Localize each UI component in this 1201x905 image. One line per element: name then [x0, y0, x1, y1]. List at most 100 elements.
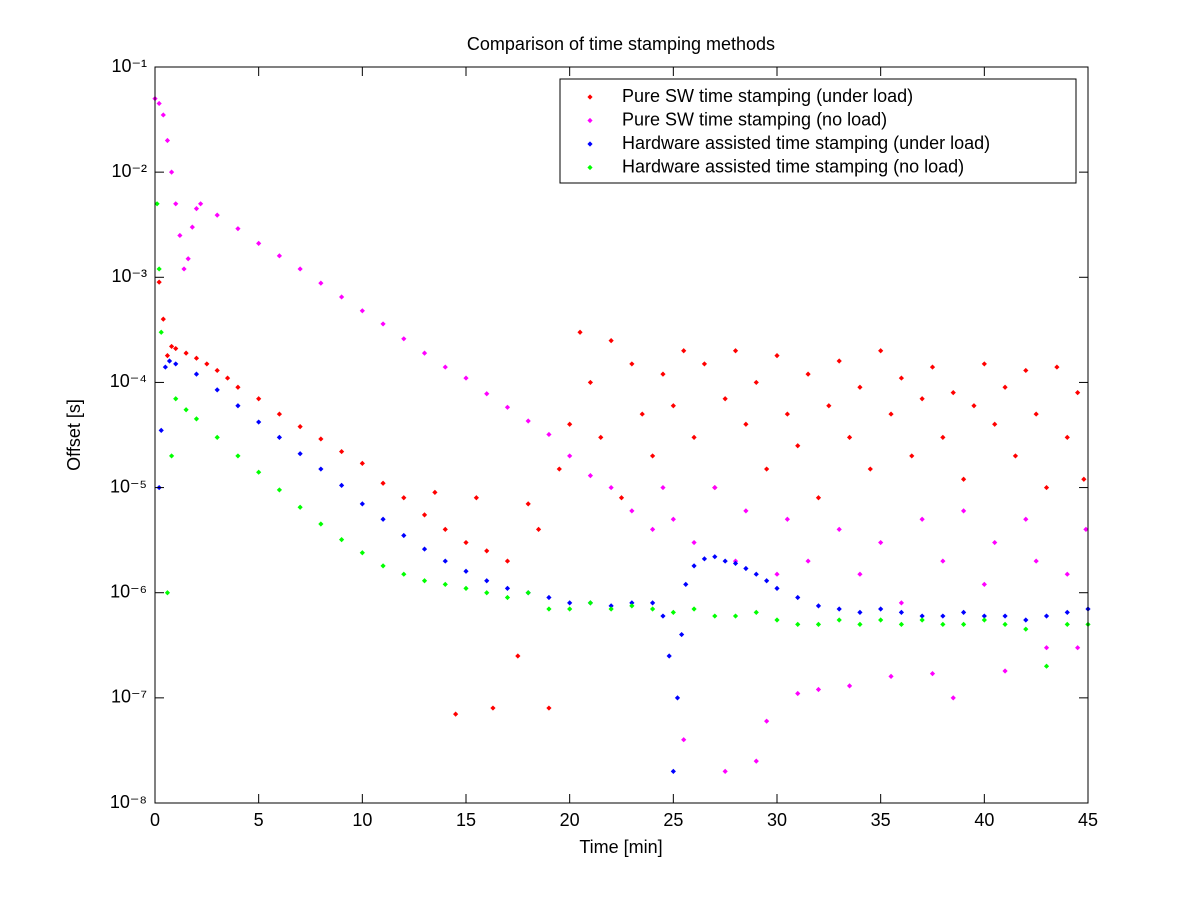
data-point — [297, 451, 303, 457]
data-point — [160, 316, 166, 322]
data-point — [463, 539, 469, 546]
y-tick-label: 10⁻⁸ — [110, 792, 147, 812]
x-tick-label: 10 — [352, 810, 372, 830]
data-point — [193, 416, 200, 422]
data-point — [1023, 367, 1029, 374]
data-point — [981, 361, 987, 367]
data-point — [743, 565, 749, 572]
data-point — [888, 673, 894, 679]
y-tick-label: 10⁻³ — [111, 266, 147, 286]
data-point — [1002, 668, 1008, 674]
data-point — [484, 590, 490, 596]
data-point — [919, 396, 925, 402]
data-point — [784, 516, 790, 522]
y-tick-label: 10⁻¹ — [111, 56, 147, 76]
data-point — [1002, 613, 1008, 619]
data-point — [878, 606, 884, 612]
data-point — [805, 371, 811, 377]
legend-marker — [587, 141, 593, 147]
data-point — [836, 606, 842, 612]
data-point — [318, 466, 324, 472]
data-point — [753, 609, 759, 615]
data-point — [674, 695, 681, 701]
data-point — [158, 427, 164, 433]
data-point — [181, 266, 187, 272]
data-point — [484, 548, 490, 554]
data-point — [380, 516, 386, 522]
data-point — [795, 621, 801, 627]
data-point — [878, 617, 884, 623]
data-point — [608, 606, 614, 612]
data-point — [484, 578, 490, 584]
data-point — [567, 421, 573, 427]
legend-label: Hardware assisted time stamping (no load… — [622, 156, 964, 176]
data-point — [1043, 663, 1050, 669]
data-point — [183, 407, 189, 413]
data-point — [857, 621, 863, 627]
data-point — [535, 526, 542, 533]
data-point — [961, 621, 967, 627]
data-point — [297, 266, 303, 272]
data-point — [158, 329, 164, 335]
data-point — [1064, 621, 1070, 627]
data-point — [515, 653, 521, 659]
data-point — [214, 212, 220, 218]
data-point — [484, 391, 490, 397]
legend-marker — [587, 117, 593, 124]
data-point — [1081, 476, 1087, 482]
data-point — [679, 631, 685, 638]
data-point — [909, 453, 915, 459]
data-point — [421, 512, 428, 518]
data-point — [214, 387, 220, 393]
legend-label: Pure SW time stamping (no load) — [622, 109, 887, 129]
data-point — [815, 495, 822, 501]
data-point — [504, 585, 511, 591]
data-point — [453, 711, 459, 717]
legend-marker — [587, 164, 593, 171]
data-point — [1023, 617, 1029, 623]
data-point — [618, 495, 625, 501]
data-point — [774, 352, 780, 359]
data-point — [235, 403, 241, 409]
data-point — [836, 358, 842, 364]
data-point — [525, 501, 531, 507]
data-point — [722, 396, 728, 402]
data-point — [463, 585, 469, 591]
data-point — [421, 578, 428, 584]
data-point — [857, 384, 863, 390]
data-point — [276, 253, 282, 259]
x-tick-label: 25 — [663, 810, 683, 830]
data-point — [961, 508, 967, 514]
data-point — [660, 613, 666, 619]
data-point — [567, 453, 573, 459]
data-point — [732, 348, 739, 354]
data-point — [691, 539, 697, 546]
data-point — [401, 532, 407, 539]
data-point — [1064, 571, 1070, 577]
data-point — [608, 484, 614, 491]
data-point — [380, 321, 386, 327]
x-tick-label: 35 — [871, 810, 891, 830]
data-point — [525, 590, 531, 596]
data-point — [795, 690, 801, 697]
data-point — [660, 371, 666, 377]
data-point — [919, 617, 925, 623]
data-point — [168, 169, 175, 175]
data-point — [683, 581, 689, 587]
data-point — [1033, 558, 1039, 564]
data-point — [297, 504, 303, 510]
data-point — [629, 603, 635, 609]
data-point — [898, 609, 904, 615]
data-point — [504, 404, 511, 410]
data-point — [1023, 516, 1029, 522]
data-point — [442, 581, 448, 587]
data-point — [339, 448, 345, 455]
data-point — [1043, 484, 1050, 491]
data-point — [442, 526, 448, 533]
data-point — [442, 558, 448, 564]
data-point — [670, 516, 676, 522]
data-point — [815, 603, 822, 609]
data-point — [753, 379, 759, 386]
data-point — [712, 613, 718, 619]
data-point — [256, 419, 262, 425]
